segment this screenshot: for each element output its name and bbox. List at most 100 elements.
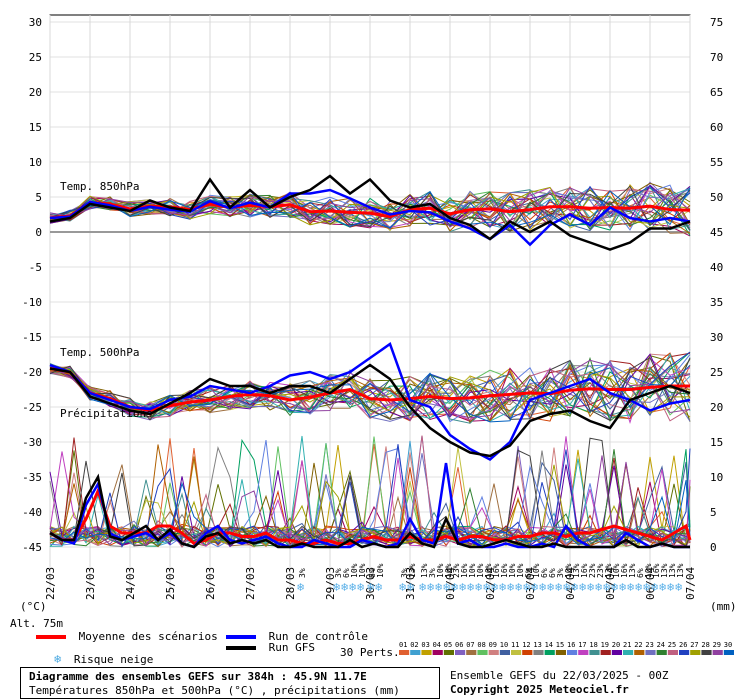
legend-mean-swatch	[36, 635, 66, 639]
y-tick-label-right: 40	[710, 261, 723, 274]
y-tick-label-left: 20	[29, 86, 42, 99]
legend-gfs-label: Run GFS	[268, 641, 315, 654]
ensemble-label: Ensemble GEFS du 22/03/2025 - 00Z	[450, 669, 669, 682]
snow-pct: 10%	[468, 563, 477, 578]
x-tick-label: 27/03	[244, 567, 257, 600]
pert-swatch	[511, 650, 522, 655]
pert-number: 18	[589, 641, 597, 649]
pert-number: 25	[668, 641, 676, 649]
pert-number: 04	[433, 641, 441, 649]
member-line-precip	[49, 435, 691, 548]
y-tick-label-left: 5	[35, 191, 42, 204]
y-tick-label-left: -25	[22, 401, 42, 414]
main-series	[49, 174, 692, 549]
snow-pct: 10%	[350, 563, 359, 578]
snowflake-icon: ❄	[357, 580, 364, 594]
series-line-t500	[49, 367, 690, 413]
pert-number: 20	[612, 641, 620, 649]
snow-pct: 3%	[298, 568, 307, 578]
left-axis-unit: (°C)	[20, 600, 47, 613]
snow-pct: 6%	[548, 568, 557, 578]
pert-number: 23	[645, 641, 653, 649]
member-line-t500	[49, 351, 691, 419]
pert-swatch	[477, 650, 488, 655]
snowflake-icon: ❄	[555, 580, 562, 594]
y-tick-label-right: 45	[710, 226, 723, 239]
snowflake-icon: ❄	[523, 580, 530, 594]
y-tick-label-right: 75	[710, 16, 723, 29]
snow-pct: 3%	[400, 568, 409, 578]
x-tick-label: 04/04	[564, 567, 577, 600]
altitude-label: Alt. 75m	[10, 617, 63, 630]
y-tick-label-left: -20	[22, 366, 42, 379]
chart-title: Diagramme des ensembles GEFS sur 384h : …	[29, 670, 367, 683]
pert-number: 30	[724, 641, 732, 649]
x-tick-label: 29/03	[324, 567, 337, 600]
pert-swatch	[667, 650, 678, 655]
pert-number: 22	[634, 641, 642, 649]
snowflake-icon: ❄	[507, 580, 514, 594]
snowflake-icon: ❄	[499, 580, 506, 594]
snowflake-icon: ❄	[547, 580, 554, 594]
snowflake-icon: ❄	[467, 580, 474, 594]
pert-number: 02	[410, 641, 418, 649]
copyright: Copyright 2025 Meteociel.fr	[450, 683, 629, 696]
snowflake-icon: ❄	[627, 580, 634, 594]
legend-mean-label: Moyenne des scénarios	[78, 630, 218, 643]
snowflake-icon: ❄	[611, 580, 618, 594]
right-axis-unit: (mm)	[710, 600, 737, 613]
snow-pct: 13%	[408, 563, 417, 578]
snow-pct: 10%	[564, 563, 573, 578]
y-tick-label-left: 30	[29, 16, 42, 29]
pert-number: 24	[657, 641, 665, 649]
pert-number: 19	[601, 641, 609, 649]
pert-swatch	[611, 650, 622, 655]
snow-risk-row: ❄3%❄3%❄6%❄10%❄10%❄6%❄10%❄3%❄13%❄13%❄3%❄1…	[297, 563, 685, 594]
y-tick-label-left: -5	[29, 261, 42, 274]
x-tick-label: 03/04	[524, 567, 537, 600]
pert-swatch	[399, 650, 410, 655]
snow-pct: 16%	[620, 563, 629, 578]
pert-swatch	[522, 650, 533, 655]
snowflake-icon: ❄	[483, 580, 490, 594]
pert-number: 06	[455, 641, 463, 649]
snowflake-icon: ❄	[643, 580, 650, 594]
snowflake-icon: ❄	[595, 580, 602, 594]
pert-swatch	[499, 650, 510, 655]
series-line-t850	[49, 188, 691, 247]
y-tick-label-right: 5	[710, 506, 717, 519]
pert-swatch	[544, 650, 555, 655]
pert-swatch	[578, 650, 589, 655]
member-line-t500	[49, 364, 691, 423]
pert-number: 10	[500, 641, 508, 649]
pert-number: 29	[713, 641, 721, 649]
snow-pct: 3%	[334, 568, 343, 578]
pert-number: 08	[477, 641, 485, 649]
y-tick-label-left: -15	[22, 331, 42, 344]
label-precip: Précipitations	[60, 407, 153, 420]
pert-number: 14	[545, 641, 553, 649]
snow-pct: 16%	[500, 563, 509, 578]
snow-pct: 16%	[460, 563, 469, 578]
series-line-t500	[49, 342, 691, 462]
snowflake-icon: ❄	[54, 652, 62, 666]
pert-swatch	[410, 650, 421, 655]
label-t500: Temp. 500hPa	[60, 346, 139, 359]
snowflake-icon: ❄	[375, 580, 382, 594]
snow-pct: 6%	[540, 568, 549, 578]
pert-number: 17	[578, 641, 586, 649]
snowflake-icon: ❄	[667, 580, 674, 594]
snow-pct: 10%	[516, 563, 525, 578]
snowflake-icon: ❄	[399, 580, 406, 594]
info-box: Ensemble GEFS du 22/03/2025 - 00Z Copyri…	[446, 667, 732, 697]
member-line-precip	[49, 435, 691, 549]
snowflake-icon: ❄	[435, 580, 442, 594]
y-tick-label-right: 20	[710, 401, 723, 414]
x-tick-label: 30/03	[364, 567, 377, 600]
y-tick-label-right: 25	[710, 366, 723, 379]
pert-swatch	[533, 650, 544, 655]
snowflake-icon: ❄	[407, 580, 414, 594]
series-line-t850	[49, 201, 691, 220]
y-tick-label-right: 30	[710, 331, 723, 344]
